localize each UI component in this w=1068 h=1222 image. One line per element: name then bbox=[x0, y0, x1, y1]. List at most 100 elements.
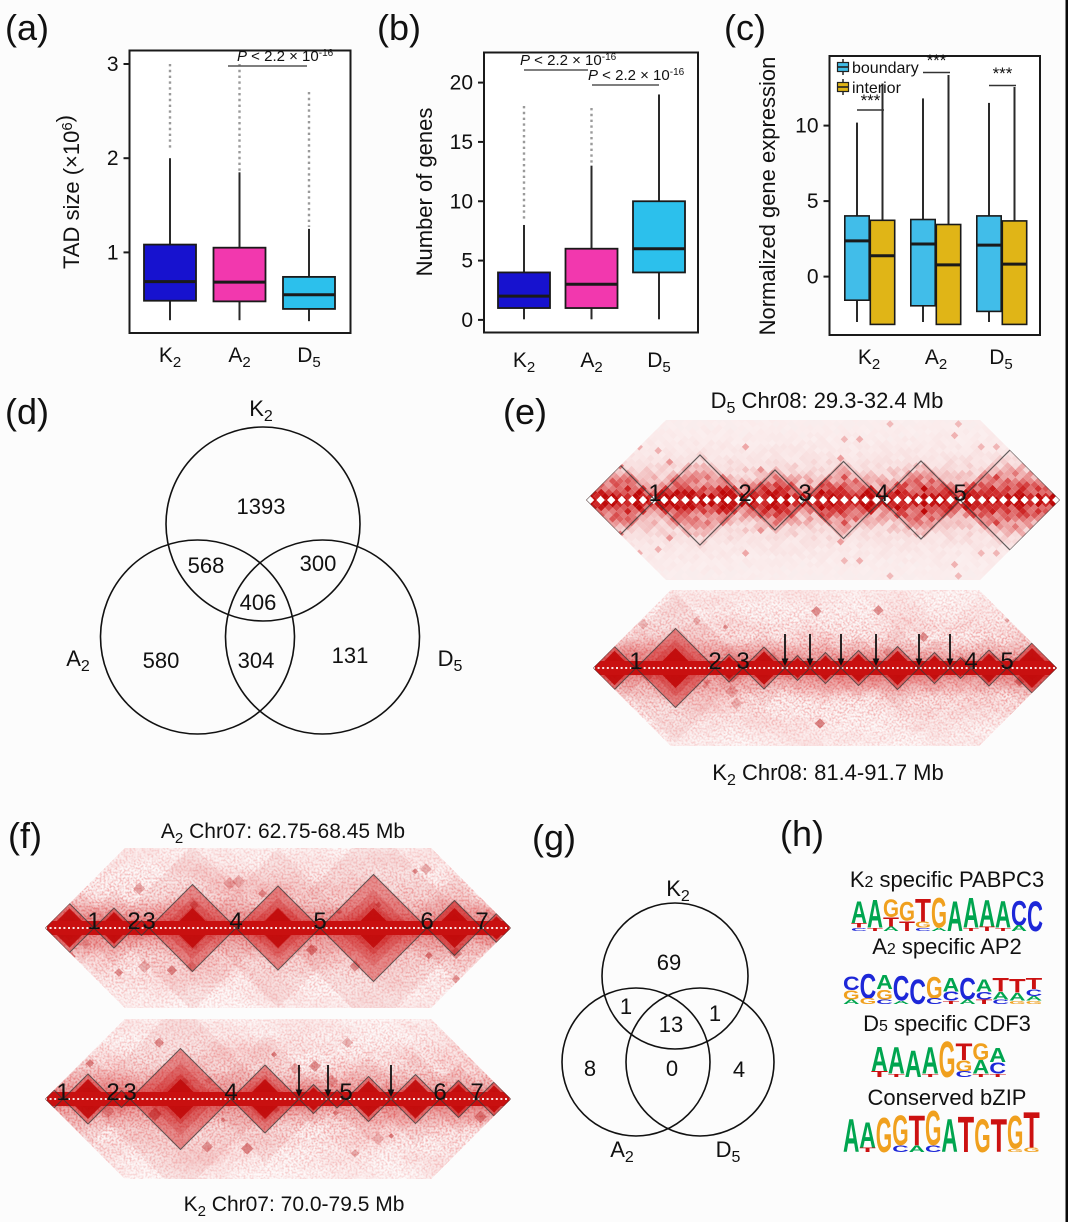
svg-text:C: C bbox=[893, 970, 910, 1009]
svg-text:15: 15 bbox=[450, 131, 473, 154]
svg-text:A: A bbox=[947, 894, 963, 941]
svg-text:T: T bbox=[888, 1073, 905, 1078]
svg-text:A: A bbox=[888, 1040, 905, 1083]
svg-text:2: 2 bbox=[127, 908, 140, 935]
svg-text:1: 1 bbox=[709, 1001, 721, 1026]
svg-text:4: 4 bbox=[875, 480, 888, 507]
svg-text:C: C bbox=[851, 927, 868, 932]
svg-text:C: C bbox=[926, 997, 943, 1006]
svg-text:A: A bbox=[1011, 924, 1027, 933]
svg-text:C: C bbox=[925, 1144, 941, 1154]
svg-text:T: T bbox=[899, 918, 916, 934]
svg-text:8: 8 bbox=[584, 1056, 596, 1081]
svg-text:T: T bbox=[976, 999, 993, 1006]
svg-text:(d): (d) bbox=[5, 391, 49, 432]
svg-text:G: G bbox=[1026, 1000, 1043, 1005]
svg-text:5: 5 bbox=[339, 1079, 352, 1106]
svg-text:K2 specific PABPC3: K2 specific PABPC3 bbox=[850, 867, 1044, 892]
svg-text:A: A bbox=[867, 892, 883, 936]
svg-text:G: G bbox=[1009, 1000, 1026, 1005]
svg-text:T: T bbox=[859, 1147, 875, 1154]
svg-text:(b): (b) bbox=[377, 7, 421, 48]
svg-text:T: T bbox=[963, 927, 979, 932]
svg-text:T: T bbox=[943, 1000, 960, 1005]
svg-text:6: 6 bbox=[433, 1079, 446, 1106]
svg-text:A: A bbox=[989, 1045, 1006, 1067]
svg-text:T: T bbox=[991, 1109, 1007, 1162]
svg-text:0: 0 bbox=[807, 266, 819, 289]
svg-text:(g): (g) bbox=[532, 817, 576, 858]
svg-text:C: C bbox=[1026, 988, 1043, 998]
svg-text:A: A bbox=[976, 976, 993, 996]
svg-text:A: A bbox=[922, 1040, 939, 1083]
svg-text:10: 10 bbox=[450, 190, 473, 213]
svg-text:2: 2 bbox=[738, 480, 751, 507]
svg-text:A: A bbox=[972, 1057, 989, 1078]
svg-text:A: A bbox=[931, 927, 948, 932]
svg-text:Conserved bZIP: Conserved bZIP bbox=[868, 1085, 1027, 1110]
svg-text:1: 1 bbox=[87, 908, 100, 935]
svg-text:G: G bbox=[925, 1101, 941, 1156]
svg-text:A: A bbox=[909, 1144, 925, 1154]
svg-text:A: A bbox=[992, 990, 1009, 1002]
svg-text:T: T bbox=[909, 1108, 926, 1155]
svg-text:A: A bbox=[1009, 991, 1026, 1003]
svg-text:C: C bbox=[1011, 895, 1027, 934]
svg-text:Number of genes: Number of genes bbox=[412, 108, 437, 277]
svg-text:G: G bbox=[1007, 1106, 1023, 1159]
svg-text:***: *** bbox=[993, 64, 1013, 83]
svg-text:T: T bbox=[851, 922, 867, 929]
svg-text:69: 69 bbox=[657, 950, 681, 975]
svg-text:T: T bbox=[995, 927, 1011, 932]
svg-text:C: C bbox=[992, 999, 1009, 1006]
svg-text:4: 4 bbox=[229, 908, 242, 935]
svg-text:406: 406 bbox=[240, 590, 277, 615]
svg-text:13: 13 bbox=[659, 1012, 683, 1037]
svg-text:T: T bbox=[989, 1073, 1006, 1078]
svg-text:580: 580 bbox=[143, 648, 180, 673]
svg-text:A: A bbox=[859, 1115, 875, 1156]
svg-text:Normalized gene expression: Normalized gene expression bbox=[755, 57, 780, 336]
svg-text:D5 specific CDF3: D5 specific CDF3 bbox=[863, 1011, 1031, 1036]
svg-text:A: A bbox=[876, 972, 893, 994]
svg-text:G: G bbox=[915, 921, 931, 930]
svg-text:boundary: boundary bbox=[852, 60, 919, 77]
svg-text:T: T bbox=[922, 1073, 939, 1078]
svg-text:G: G bbox=[1007, 1148, 1023, 1153]
svg-text:G: G bbox=[876, 1107, 892, 1162]
svg-text:5: 5 bbox=[1000, 648, 1013, 675]
svg-text:T: T bbox=[867, 927, 883, 932]
svg-text:2: 2 bbox=[106, 1079, 119, 1106]
svg-text:G: G bbox=[974, 1109, 990, 1162]
svg-text:C: C bbox=[943, 989, 960, 1003]
svg-text:1: 1 bbox=[620, 994, 632, 1019]
svg-text:C: C bbox=[843, 974, 860, 995]
svg-text:1: 1 bbox=[56, 1079, 69, 1106]
svg-text:4: 4 bbox=[964, 648, 977, 675]
svg-text:A: A bbox=[943, 975, 960, 996]
svg-text:C: C bbox=[976, 990, 993, 1002]
svg-text:4: 4 bbox=[733, 1057, 745, 1082]
svg-text:A2 Chr07: 62.75-68.45 Mb: A2 Chr07: 62.75-68.45 Mb bbox=[161, 820, 405, 847]
svg-text:G: G bbox=[860, 997, 877, 1006]
svg-text:G: G bbox=[883, 894, 899, 923]
svg-text:A: A bbox=[843, 1109, 859, 1162]
svg-text:T: T bbox=[915, 891, 931, 929]
svg-text:131: 131 bbox=[332, 643, 369, 668]
svg-text:300: 300 bbox=[300, 551, 337, 576]
svg-text:0: 0 bbox=[461, 309, 473, 332]
svg-text:T: T bbox=[1023, 1103, 1040, 1160]
svg-text:T: T bbox=[883, 915, 900, 929]
svg-text:A: A bbox=[905, 1043, 922, 1086]
svg-text:T: T bbox=[972, 1073, 989, 1078]
svg-text:2: 2 bbox=[107, 147, 119, 170]
svg-text:T: T bbox=[1009, 976, 1026, 997]
svg-text:P < 2.2 × 10-16: P < 2.2 × 10-16 bbox=[588, 67, 685, 84]
svg-text:C: C bbox=[892, 1144, 908, 1154]
svg-text:T: T bbox=[956, 1038, 974, 1065]
svg-text:2: 2 bbox=[708, 648, 721, 675]
svg-text:0: 0 bbox=[666, 1056, 678, 1081]
svg-text:A: A bbox=[871, 1041, 888, 1080]
svg-text:A2 specific AP2: A2 specific AP2 bbox=[872, 934, 1022, 959]
svg-text:A: A bbox=[851, 894, 867, 930]
